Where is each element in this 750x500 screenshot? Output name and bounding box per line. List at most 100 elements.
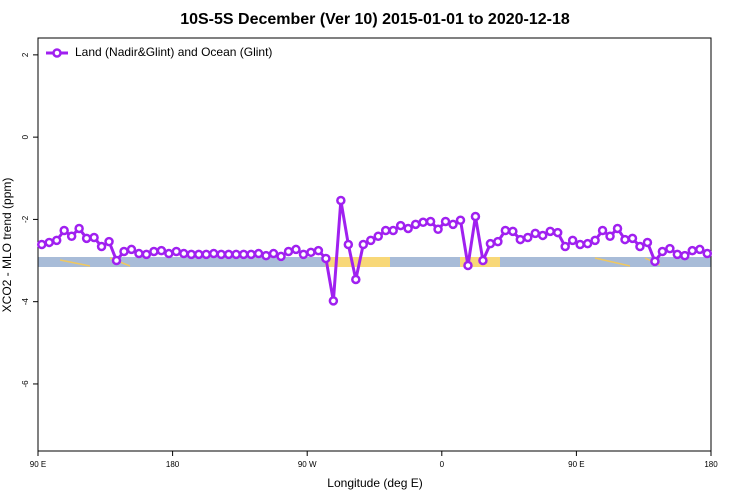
y-axis-label: XCO2 - MLO trend (ppm) (0, 178, 14, 313)
data-point (508, 226, 518, 237)
data-point (111, 255, 122, 266)
y-tick-label: -6 (21, 380, 30, 388)
data-point (515, 234, 526, 245)
map-strip (38, 257, 711, 267)
x-tick-label: 90 E (30, 460, 46, 469)
data-point (298, 249, 309, 260)
data-point (261, 250, 271, 261)
data-point (650, 256, 660, 267)
data-point (425, 216, 436, 227)
data-point (635, 241, 645, 252)
x-tick-label: 180 (704, 460, 718, 469)
data-point (485, 238, 496, 249)
data-point (276, 251, 286, 262)
data-point (605, 231, 615, 242)
data-point (672, 249, 683, 260)
data-point (373, 231, 383, 242)
data-point (313, 245, 324, 256)
data-point (351, 274, 361, 285)
data-point (493, 236, 503, 247)
data-point (59, 225, 69, 236)
data-point (149, 246, 159, 257)
y-tick-label: -2 (21, 215, 30, 223)
data-point (134, 248, 144, 259)
data-point (66, 231, 77, 242)
data-point (418, 217, 428, 228)
y-tick-label: -4 (21, 298, 30, 306)
legend-marker (52, 48, 62, 58)
data-point (89, 232, 99, 243)
data-point (388, 225, 398, 236)
x-tick-label: 90 E (568, 460, 584, 469)
data-point (657, 246, 668, 257)
data-point (81, 233, 92, 244)
data-point (665, 243, 675, 254)
data-point (186, 249, 197, 260)
data-point (223, 249, 234, 260)
data-point (567, 235, 578, 246)
data-point (194, 249, 204, 260)
data-point (231, 249, 241, 260)
data-point (321, 253, 331, 264)
data-point (343, 239, 354, 250)
data-point (380, 225, 391, 236)
data-point (164, 248, 174, 259)
data-point (291, 244, 301, 255)
data-point (306, 247, 316, 258)
data-point (156, 245, 167, 256)
data-point (358, 239, 369, 250)
data-point (448, 219, 458, 230)
data-point (500, 225, 511, 236)
y-tick-label: 2 (21, 52, 30, 57)
x-tick-label: 0 (440, 460, 445, 469)
data-point (433, 224, 443, 235)
data-point (395, 220, 406, 231)
data-point (463, 260, 473, 271)
data-point (253, 248, 264, 259)
data-point (582, 238, 593, 249)
data-point (216, 249, 226, 260)
data-point (687, 245, 698, 256)
x-tick-label: 180 (166, 460, 180, 469)
data-point (366, 235, 376, 246)
data-point (523, 232, 533, 243)
data-point (201, 249, 211, 260)
data-point (530, 228, 541, 239)
data-point (545, 226, 555, 237)
data-point (538, 230, 548, 241)
data-point (171, 246, 182, 257)
data-point (403, 223, 413, 234)
data-point (440, 216, 451, 227)
data-point (238, 249, 249, 260)
data-point (478, 255, 488, 266)
y-tick-label: 0 (21, 134, 30, 139)
data-point (328, 296, 339, 306)
data-point (283, 246, 294, 257)
data-point (620, 234, 630, 245)
data-point (560, 241, 570, 252)
data-point (246, 249, 256, 260)
data-point (36, 239, 47, 250)
chart-title: 10S-5S December (Ver 10) 2015-01-01 to 2… (180, 11, 570, 28)
data-point (336, 195, 346, 206)
data-point (552, 227, 563, 238)
data-point (96, 241, 107, 252)
data-point (590, 235, 600, 246)
data-point (455, 215, 466, 225)
x-tick-label: 90 W (298, 460, 317, 469)
data-point (179, 248, 189, 259)
data-point (268, 248, 279, 259)
plot-frame (37, 37, 712, 452)
data-point (642, 237, 653, 248)
data-point (612, 223, 623, 234)
data-point (575, 239, 585, 250)
data-point (410, 219, 421, 230)
data-point (702, 248, 713, 259)
data-point (695, 244, 705, 255)
data-point (680, 250, 690, 261)
data-point (627, 233, 638, 244)
data-point (141, 249, 152, 260)
data-point (597, 225, 608, 236)
data-point (208, 248, 219, 259)
